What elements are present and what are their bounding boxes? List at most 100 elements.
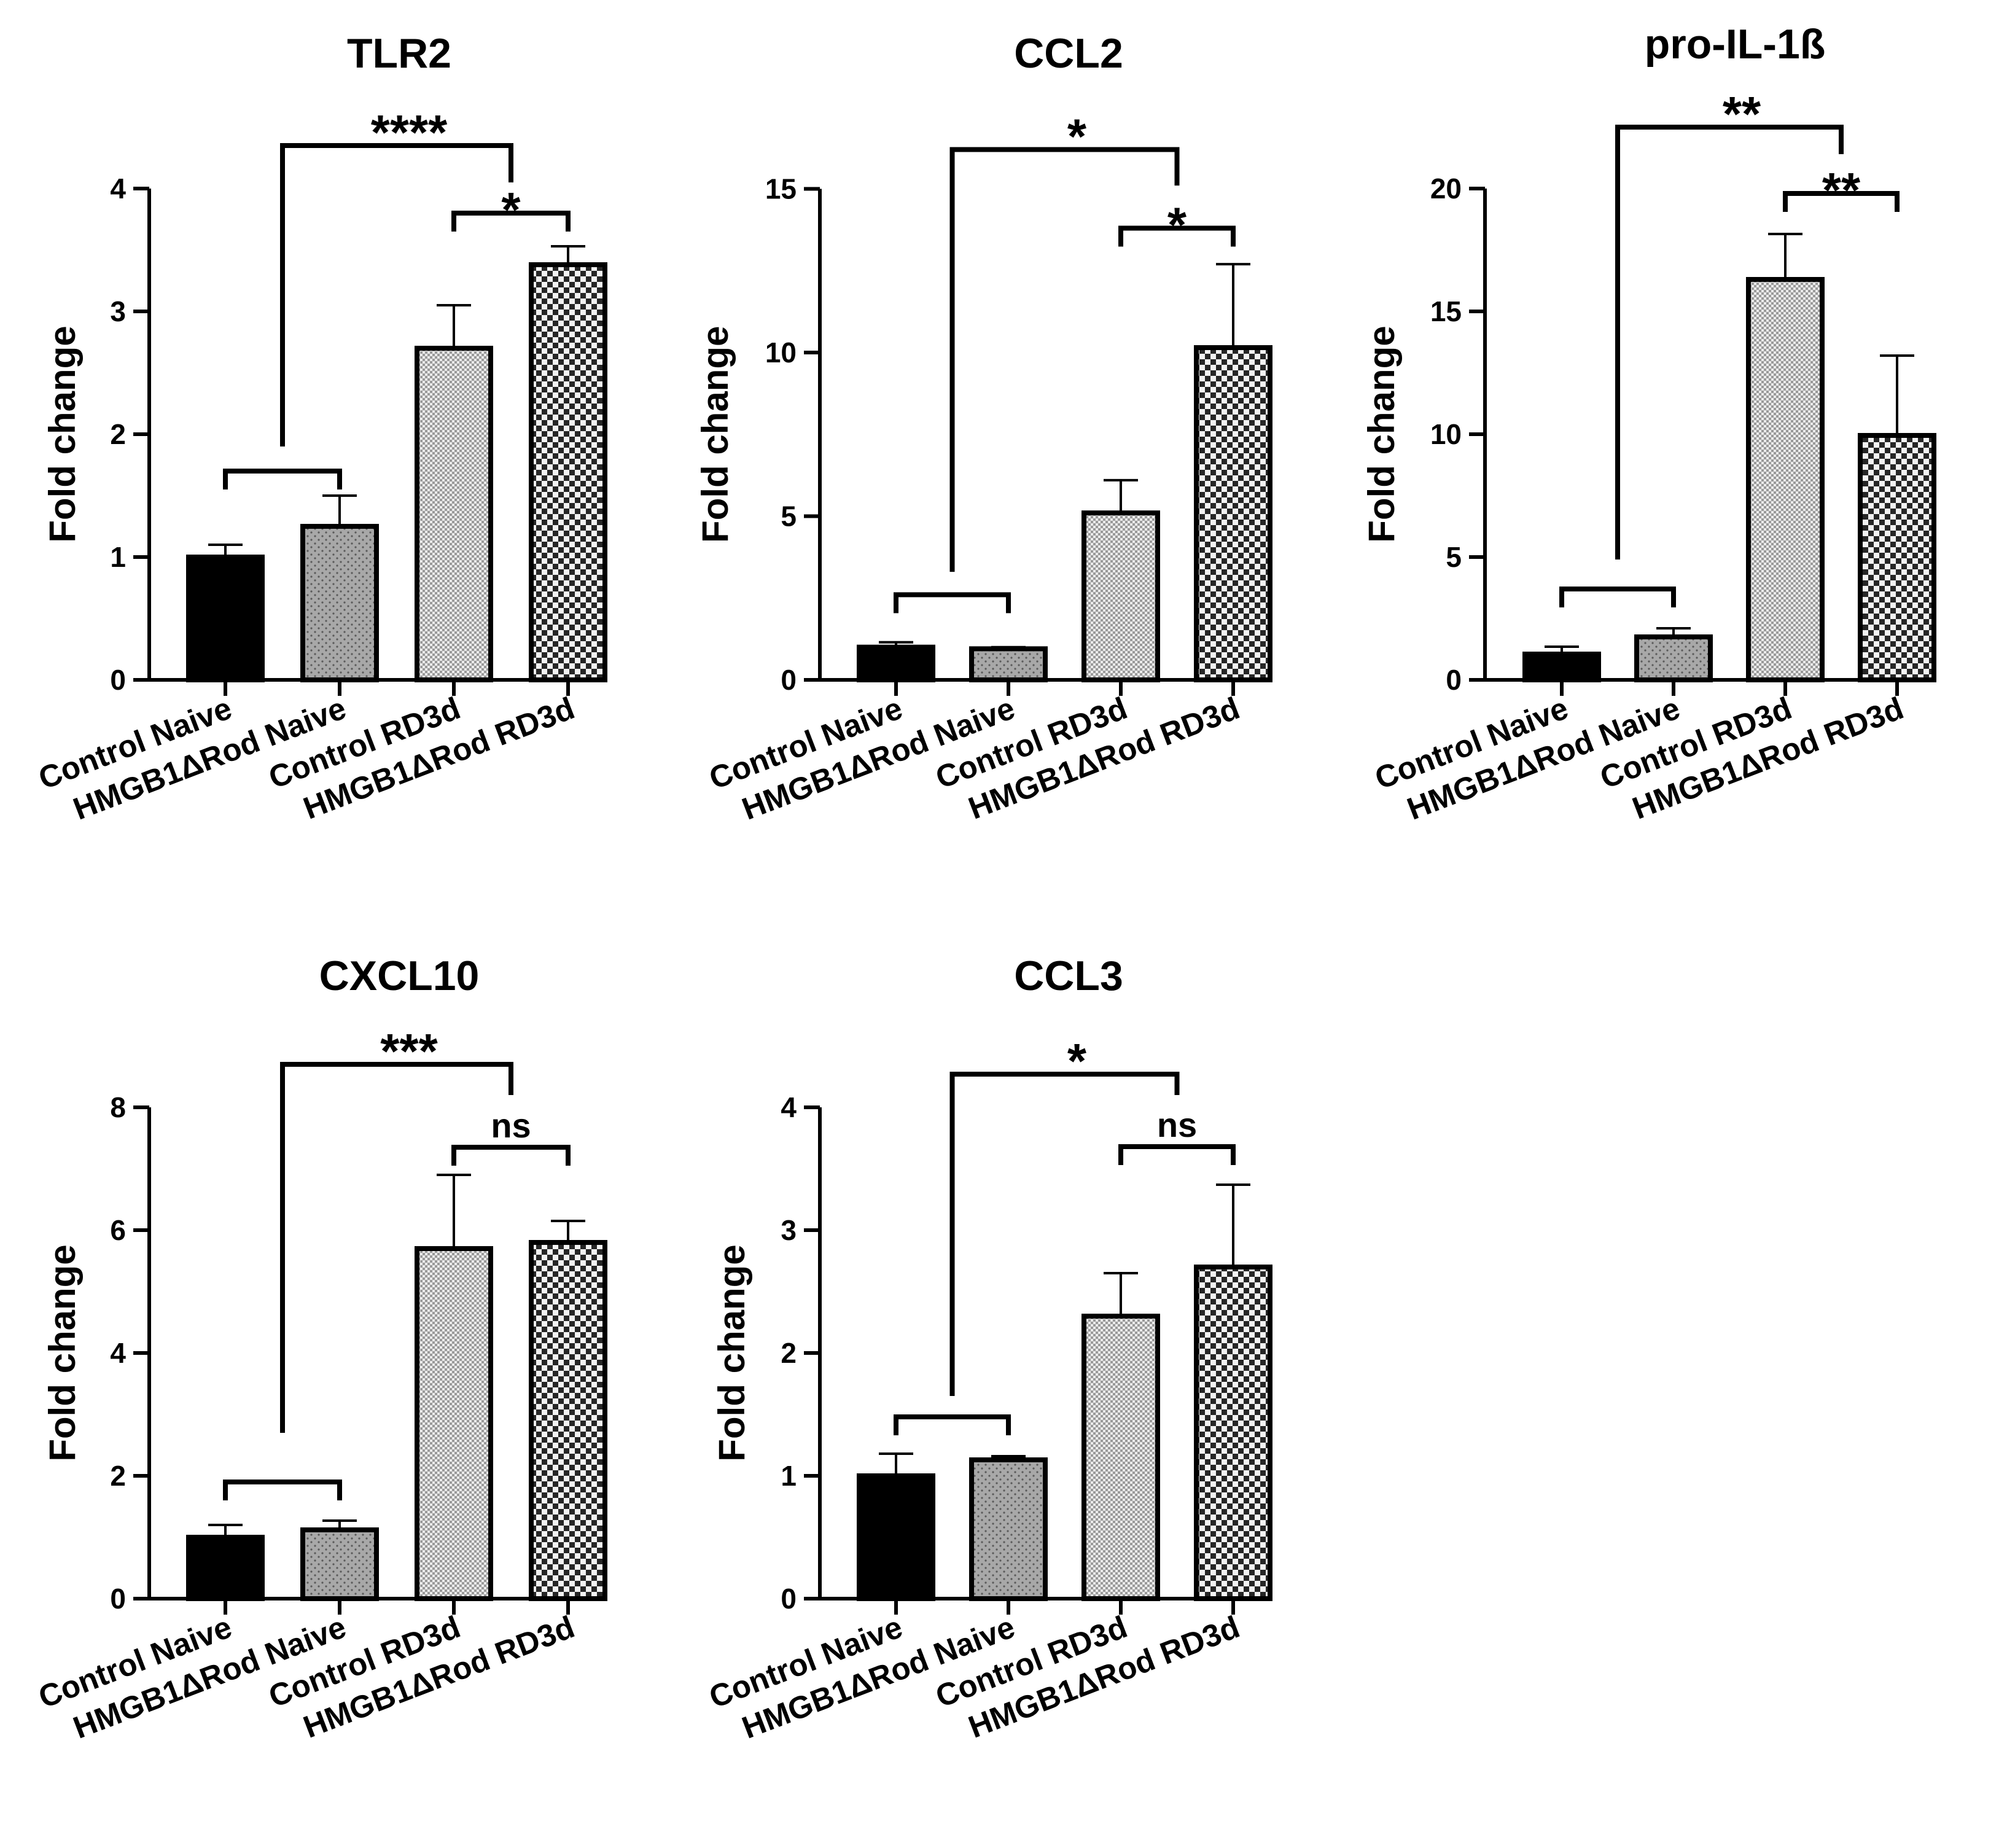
error-bar-4: [1216, 1183, 1250, 1267]
significance-bracket-3: ****: [280, 105, 513, 446]
bar-4: [1194, 1265, 1272, 1601]
y-axis-label: Fold change: [695, 326, 736, 543]
bar-1: [1522, 652, 1601, 682]
chart-title: CXCL10: [319, 953, 480, 999]
y-tick-label: 2: [781, 1337, 797, 1369]
y-tick-label: 1: [110, 541, 126, 573]
y-axis-label: Fold change: [711, 1244, 752, 1461]
error-bar-3: [1104, 478, 1138, 513]
bar-1: [857, 1473, 935, 1601]
error-bar-1: [1545, 645, 1579, 654]
chart-title: pro-IL-1ß: [1645, 21, 1826, 68]
y-tick-label: 0: [781, 1583, 797, 1615]
bar-2: [969, 1457, 1048, 1601]
error-bar-1: [208, 1524, 243, 1537]
y-tick-label: 4: [110, 173, 126, 205]
significance-label: *: [1167, 197, 1187, 252]
y-tick-label: 4: [110, 1337, 126, 1369]
y-axis-label: Fold change: [42, 1244, 83, 1461]
bar-1: [186, 1535, 265, 1601]
error-bar-4: [1880, 354, 1914, 435]
bar-1: [857, 644, 935, 682]
significance-bracket-2: ns: [1118, 1105, 1236, 1165]
bar-2: [300, 524, 379, 682]
significance-bracket-3: *: [949, 109, 1180, 572]
significance-label: *: [1067, 1034, 1087, 1088]
significance-bracket-2: *: [1118, 197, 1236, 252]
bar-3: [1081, 1314, 1160, 1601]
error-bar-3: [1768, 233, 1802, 279]
y-tick-label: 10: [765, 337, 797, 368]
y-tick-label: 6: [110, 1214, 126, 1246]
significance-bracket-1: [894, 592, 1011, 614]
significance-label: ****: [371, 105, 448, 160]
bar-3: [1746, 277, 1825, 682]
significance-bracket-1: [894, 1414, 1011, 1435]
bar-4: [1194, 345, 1272, 682]
bar-3: [415, 346, 493, 682]
y-tick-label: 4: [781, 1091, 797, 1123]
error-bar-3: [437, 1174, 471, 1249]
y-tick-label: 0: [1446, 664, 1462, 696]
error-bar-4: [551, 245, 585, 265]
y-tick-label: 5: [781, 501, 797, 532]
significance-bracket-1: [223, 1480, 342, 1500]
error-bar-3: [1104, 1272, 1138, 1316]
y-axis-label: Fold change: [42, 326, 83, 542]
y-tick-label: 0: [110, 664, 126, 696]
bar-1: [186, 555, 265, 682]
significance-bracket-1: [223, 469, 342, 489]
significance-bracket-3: ***: [280, 1024, 513, 1433]
error-bar-1: [879, 641, 913, 647]
error-bar-2: [991, 645, 1026, 649]
y-tick-label: 2: [110, 1460, 126, 1492]
error-bar-2: [1656, 627, 1691, 637]
y-tick-label: 2: [110, 418, 126, 450]
y-tick-label: 8: [110, 1091, 126, 1123]
significance-label: *: [501, 182, 521, 237]
chart-title: CCL2: [1014, 30, 1123, 77]
chart-title: CCL3: [1014, 953, 1123, 999]
y-tick-label: 0: [781, 664, 797, 696]
significance-bracket-1: [1559, 587, 1676, 607]
y-tick-label: 20: [1430, 173, 1462, 205]
error-bar-1: [879, 1452, 913, 1476]
error-bar-4: [551, 1220, 585, 1242]
bar-3: [1081, 510, 1160, 682]
y-tick-label: 10: [1430, 418, 1462, 450]
y-tick-label: 15: [1430, 295, 1462, 327]
significance-label: *: [1067, 109, 1087, 164]
y-tick-label: 0: [110, 1583, 126, 1615]
y-tick-label: 3: [110, 295, 126, 327]
error-bar-1: [208, 544, 243, 557]
error-bar-4: [1216, 263, 1250, 348]
error-bar-2: [322, 1519, 357, 1530]
error-bar-2: [322, 494, 357, 526]
error-bar-3: [437, 304, 471, 348]
significance-label: ns: [491, 1106, 531, 1145]
bar-4: [1858, 433, 1936, 682]
bar-4: [529, 1240, 607, 1601]
bar-2: [300, 1527, 379, 1601]
y-tick-label: 15: [765, 173, 797, 205]
significance-bracket-2: **: [1783, 163, 1900, 217]
significance-bracket-2: ns: [451, 1106, 571, 1166]
bar-2: [969, 646, 1048, 682]
bar-3: [415, 1246, 493, 1601]
significance-label: ***: [380, 1024, 438, 1078]
bar-2: [1634, 634, 1713, 682]
y-tick-label: 1: [781, 1460, 797, 1492]
y-axis-label: Fold change: [1361, 326, 1402, 542]
significance-label: **: [1822, 163, 1861, 217]
y-tick-label: 5: [1446, 541, 1462, 573]
chart-title: TLR2: [347, 30, 451, 77]
significance-bracket-3: **: [1615, 87, 1844, 559]
y-tick-label: 3: [781, 1214, 797, 1246]
bar-4: [529, 262, 607, 682]
